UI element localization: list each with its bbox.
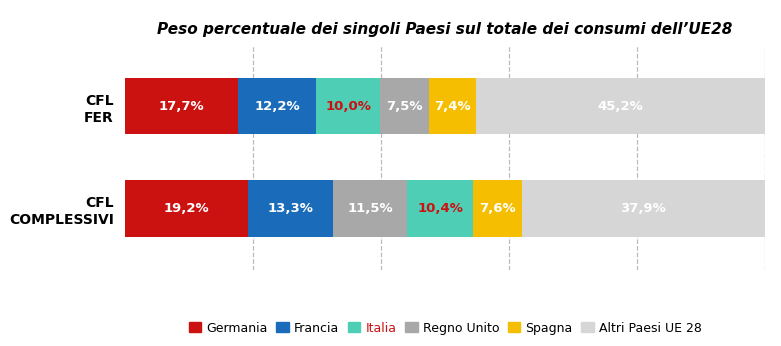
Title: Peso percentuale dei singoli Paesi sul totale dei consumi dell’UE28: Peso percentuale dei singoli Paesi sul t… — [158, 22, 733, 37]
Text: 7,6%: 7,6% — [480, 202, 516, 215]
Text: 19,2%: 19,2% — [164, 202, 209, 215]
Text: 7,4%: 7,4% — [434, 100, 470, 113]
Legend: Germania, Francia, Italia, Regno Unito, Spagna, Altri Paesi UE 28: Germania, Francia, Italia, Regno Unito, … — [184, 317, 707, 340]
Bar — [407, 180, 473, 237]
Bar — [476, 78, 765, 135]
Bar — [429, 78, 476, 135]
Bar — [522, 180, 765, 237]
Text: 45,2%: 45,2% — [597, 100, 644, 113]
Text: 37,9%: 37,9% — [621, 202, 666, 215]
Text: 17,7%: 17,7% — [159, 100, 205, 113]
Text: 13,3%: 13,3% — [268, 202, 313, 215]
Text: 7,5%: 7,5% — [387, 100, 423, 113]
Bar — [125, 78, 238, 135]
Text: 10,0%: 10,0% — [326, 100, 372, 113]
Text: 11,5%: 11,5% — [347, 202, 393, 215]
Text: 10,4%: 10,4% — [417, 202, 463, 215]
Bar — [473, 180, 522, 237]
Bar — [316, 78, 380, 135]
Text: 12,2%: 12,2% — [255, 100, 300, 113]
Bar — [125, 180, 248, 237]
Bar — [380, 78, 429, 135]
Bar — [238, 78, 316, 135]
Bar — [333, 180, 407, 237]
Bar — [248, 180, 333, 237]
